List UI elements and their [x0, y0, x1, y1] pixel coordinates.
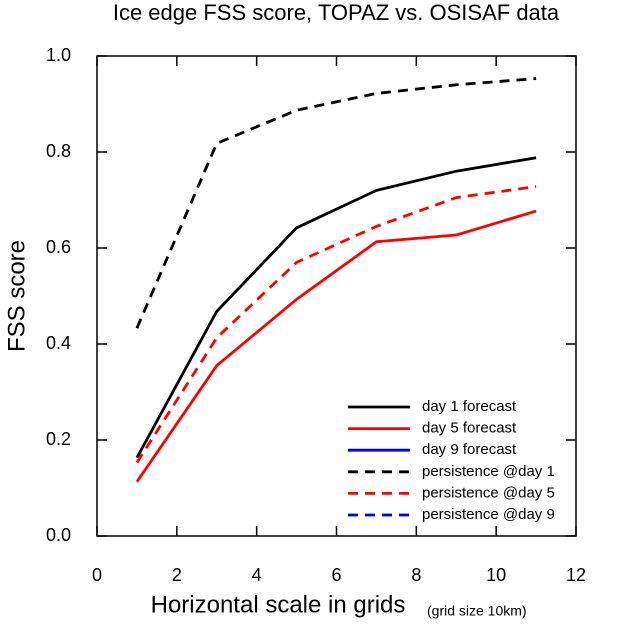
x-tick-label: 12: [566, 565, 586, 585]
series-line: [135, 156, 537, 459]
series-line: [135, 209, 537, 483]
legend-label: day 5 forecast: [422, 420, 517, 437]
x-tick-label: 0: [92, 565, 102, 585]
chart-title: Ice edge FSS score, TOPAZ vs. OSISAF dat…: [113, 0, 560, 25]
legend-label: day 1 forecast: [422, 398, 517, 415]
x-tick-label: 10: [486, 565, 506, 585]
x-axis-note: (grid size 10km): [427, 603, 527, 619]
y-tick-label: 0.6: [46, 237, 71, 257]
x-tick-label: 4: [252, 565, 262, 585]
y-tick-label: 1.0: [46, 45, 71, 65]
y-tick-label: 0.4: [46, 333, 71, 353]
y-tick-label: 0.2: [46, 429, 71, 449]
y-tick-label: 0.8: [46, 141, 71, 161]
x-tick-label: 2: [172, 565, 182, 585]
legend-label: persistence @day 1: [422, 463, 555, 480]
y-axis-label: FSS score: [3, 240, 30, 352]
x-tick-label: 8: [411, 565, 421, 585]
legend-label: persistence @day 9: [422, 506, 555, 523]
legend-label: day 9 forecast: [422, 441, 517, 458]
series-line: [135, 185, 537, 464]
y-tick-label: 0.0: [46, 525, 71, 545]
legend-label: persistence @day 5: [422, 484, 555, 501]
x-axis-label: Horizontal scale in grids: [151, 591, 406, 618]
x-tick-label: 6: [331, 565, 341, 585]
series-line: [135, 77, 537, 329]
